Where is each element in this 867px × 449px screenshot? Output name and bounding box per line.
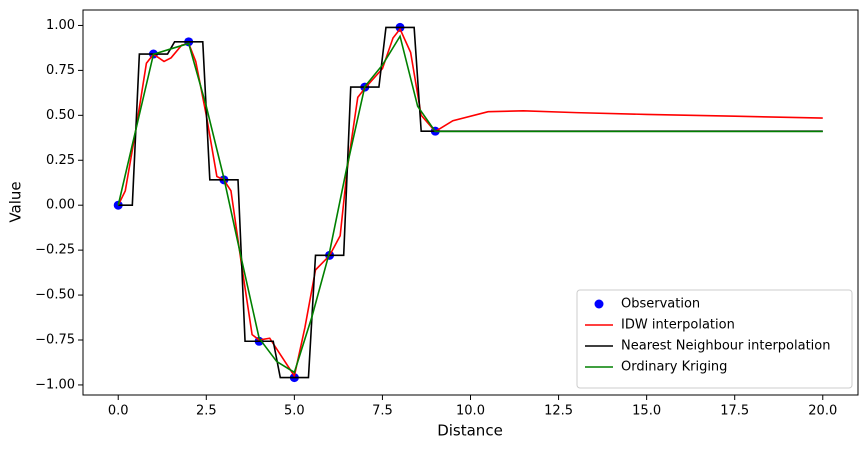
x-tick-label: 15.0 — [632, 404, 661, 419]
y-tick-label: −0.25 — [35, 243, 75, 258]
x-tick-label: 7.5 — [372, 404, 393, 419]
y-tick-label: 0.00 — [46, 198, 75, 213]
x-tick-label: 20.0 — [808, 404, 837, 419]
legend-label: IDW interpolation — [621, 318, 735, 333]
legend-box — [576, 289, 853, 389]
series-line — [117, 34, 823, 374]
legend-label: Nearest Neighbour interpolation — [621, 339, 830, 354]
x-tick-label: 10.0 — [456, 404, 485, 419]
y-tick-label: 0.75 — [46, 63, 75, 78]
y-tick-label: 0.25 — [46, 153, 75, 168]
y-tick-label: −0.50 — [35, 288, 75, 303]
legend-marker — [594, 299, 604, 309]
y-tick-label: 0.50 — [46, 108, 75, 123]
y-axis-label: Value — [7, 181, 25, 222]
x-tick-label: 12.5 — [544, 404, 573, 419]
x-tick-label: 17.5 — [720, 404, 749, 419]
y-tick-label: 1.00 — [46, 18, 75, 33]
x-tick-label: 2.5 — [196, 404, 217, 419]
x-tick-label: 5.0 — [284, 404, 305, 419]
series-line — [117, 27, 823, 378]
axes-frame — [82, 9, 859, 396]
y-tick-label: −1.00 — [35, 377, 75, 392]
series-line — [118, 26, 823, 379]
legend-label: Observation — [621, 297, 700, 312]
y-tick-label: −0.75 — [35, 333, 75, 348]
x-tick-label: 0.0 — [108, 404, 129, 419]
x-axis-label: Distance — [437, 422, 503, 440]
plot-area — [113, 22, 823, 383]
legend-label: Ordinary Kriging — [621, 360, 727, 375]
